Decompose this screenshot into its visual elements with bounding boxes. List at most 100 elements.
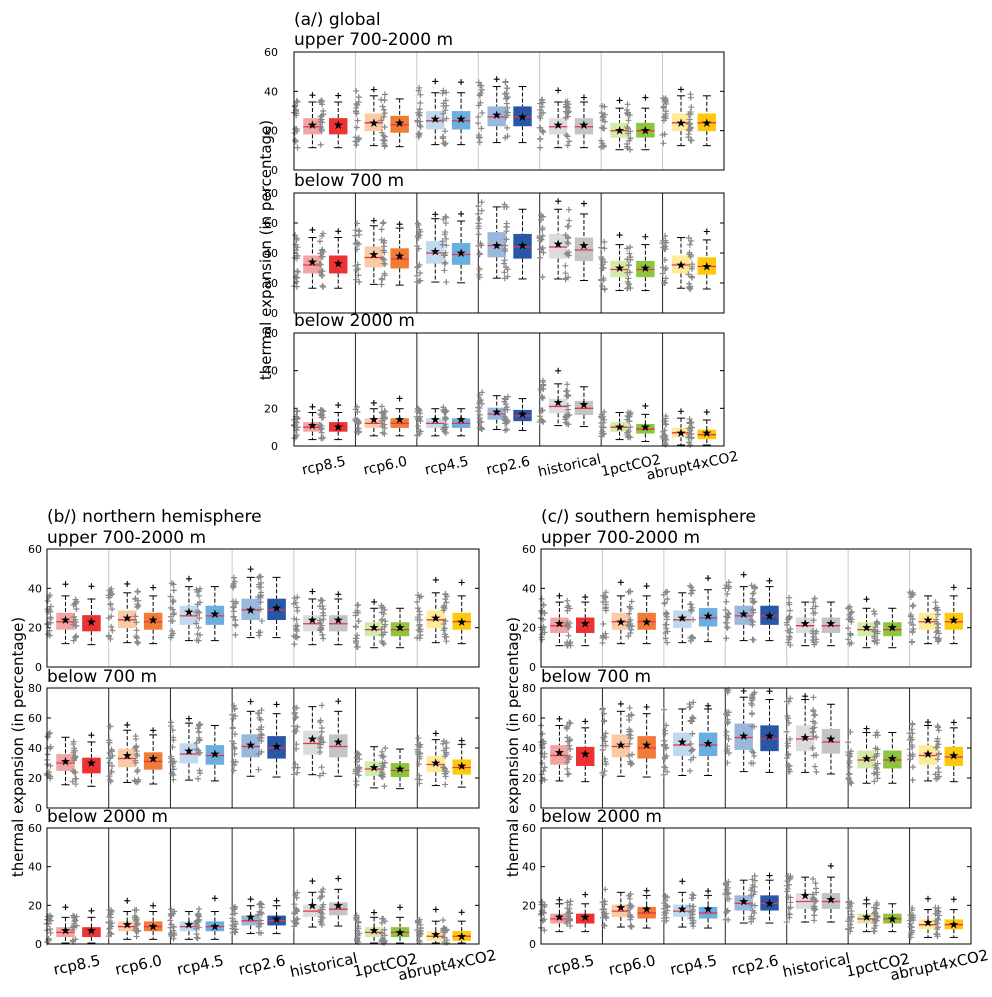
mean-star: ★ — [456, 246, 467, 260]
model-member-marker — [317, 909, 324, 916]
model-member-marker — [196, 906, 203, 913]
model-member-marker — [255, 929, 262, 936]
model-member-marker — [663, 616, 670, 623]
model-member-marker — [935, 751, 942, 758]
model-member-marker — [689, 920, 696, 927]
model-member-marker — [562, 419, 569, 426]
model-member-marker — [871, 608, 878, 615]
model-member-marker — [319, 101, 326, 108]
mean-star: ★ — [368, 116, 379, 130]
model-member-marker — [874, 775, 881, 782]
model-member-marker — [502, 79, 509, 86]
model-member-marker — [257, 599, 264, 606]
y-tick-label: 0 — [529, 802, 536, 815]
model-member-marker — [443, 408, 450, 415]
model-member-marker — [478, 86, 485, 93]
outlier-marker — [642, 233, 649, 240]
box-rcp8.5-a: ★ — [43, 904, 75, 946]
model-member-marker — [170, 772, 177, 779]
model-member-marker — [476, 133, 483, 140]
model-member-marker — [73, 598, 80, 605]
model-member-marker — [443, 415, 450, 422]
model-member-marker — [810, 752, 817, 759]
box-rcp6.0-b: ★ — [378, 91, 409, 150]
model-member-marker — [564, 412, 571, 419]
mean-star: ★ — [271, 912, 282, 926]
model-member-marker — [934, 915, 941, 922]
y-tick-label: 40 — [264, 365, 278, 378]
box-historical-b: ★ — [562, 381, 594, 428]
model-member-marker — [414, 432, 421, 439]
model-member-marker — [316, 269, 323, 276]
model-member-marker — [168, 580, 175, 587]
outlier-marker — [925, 895, 931, 902]
box-1pctCO2-b: ★ — [378, 745, 410, 790]
model-member-marker — [170, 766, 177, 773]
box-rcp6.0-b: ★ — [132, 584, 163, 647]
model-member-marker — [910, 626, 917, 633]
y-tick-label: 40 — [28, 742, 42, 755]
model-member-marker — [871, 610, 878, 617]
model-member-marker — [723, 624, 730, 631]
model-member-marker — [722, 916, 729, 923]
box-rcp2.6-b: ★ — [501, 201, 532, 282]
model-member-marker — [935, 621, 942, 628]
mean-star: ★ — [245, 910, 256, 924]
model-member-marker — [132, 759, 139, 766]
model-member-marker — [602, 738, 609, 745]
y-tick-label: 0 — [35, 802, 42, 815]
model-member-marker — [378, 930, 385, 937]
mean-star: ★ — [456, 112, 467, 126]
outlier-marker — [185, 715, 192, 722]
model-member-marker — [502, 420, 509, 427]
model-member-marker — [540, 249, 547, 256]
model-member-marker — [108, 762, 115, 769]
box-rcp6.0-a: ★ — [352, 86, 384, 149]
model-member-marker — [601, 245, 608, 252]
model-member-marker — [785, 762, 792, 769]
model-member-marker — [910, 912, 917, 919]
mean-star: ★ — [554, 617, 565, 631]
model-member-marker — [504, 124, 511, 131]
mean-star: ★ — [615, 615, 626, 629]
box-rcp8.5-b: ★ — [563, 891, 595, 933]
model-member-marker — [381, 124, 388, 131]
model-member-marker — [257, 716, 264, 723]
model-member-marker — [624, 125, 631, 132]
mean-star: ★ — [554, 746, 565, 760]
model-member-marker — [415, 761, 422, 768]
model-member-marker — [748, 710, 755, 717]
model-member-marker — [688, 265, 695, 272]
model-member-marker — [378, 129, 385, 136]
iqr-box — [267, 736, 286, 759]
model-member-marker — [809, 891, 816, 898]
model-member-marker — [380, 113, 387, 120]
model-member-marker — [443, 115, 450, 122]
model-member-marker — [627, 735, 634, 742]
model-member-marker — [627, 254, 634, 261]
mean-star: ★ — [677, 611, 688, 625]
model-member-marker — [354, 403, 361, 410]
y-tick-label: 0 — [35, 938, 42, 951]
subplot-c-1: upper 700-2000 m 0 20 40 60 ★ ★ ★ ★ ★ ★ ★ ★ ★ ★ ★ ★ ★ ★ — [522, 528, 972, 674]
model-member-marker — [908, 924, 915, 931]
outlier-marker — [150, 902, 157, 909]
model-member-marker — [414, 233, 421, 240]
model-member-marker — [291, 435, 298, 442]
box-rcp8.5-b: ★ — [563, 594, 595, 649]
model-member-marker — [354, 934, 361, 941]
box-rcp8.5-a: ★ — [44, 581, 75, 645]
box-rcp8.5-a: ★ — [290, 403, 322, 442]
model-member-marker — [688, 607, 695, 614]
model-member-marker — [688, 434, 695, 441]
box-rcp4.5-a: ★ — [413, 405, 445, 439]
model-member-marker — [109, 627, 116, 634]
model-member-marker — [230, 767, 237, 774]
mean-star: ★ — [948, 918, 959, 932]
mean-star: ★ — [764, 609, 775, 623]
box-rcp4.5-a: ★ — [167, 575, 199, 642]
box-rcp2.6-a: ★ — [475, 389, 506, 433]
box-rcp2.6-b: ★ — [501, 78, 532, 144]
mean-star: ★ — [456, 413, 467, 427]
model-member-marker — [541, 753, 548, 760]
